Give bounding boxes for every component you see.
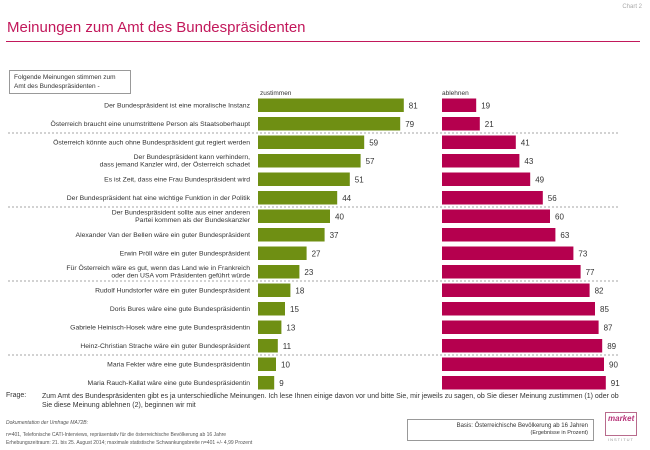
- agree-value-label: 23: [304, 268, 313, 277]
- logo-frame: [605, 412, 637, 436]
- disagree-bar: [442, 228, 556, 242]
- agree-bar: [258, 320, 282, 334]
- agree-bar: [258, 154, 361, 168]
- logo-word: market: [608, 414, 635, 423]
- disagree-value-label: 60: [555, 212, 564, 221]
- category-label: Für Österreich wäre es gut, wenn das Lan…: [66, 264, 250, 279]
- disagree-bar: [442, 357, 604, 371]
- agree-bar: [258, 228, 325, 242]
- disagree-bar: [442, 302, 595, 316]
- agree-bar: [258, 339, 278, 353]
- category-label: Der Bundespräsident sollte aus einer and…: [112, 210, 251, 224]
- agree-value-label: 44: [342, 194, 351, 203]
- disagree-bar: [442, 172, 531, 186]
- market-logo: market INSTITUT: [605, 412, 637, 446]
- base-subline: (Ergebnisse in Prozent): [530, 430, 588, 436]
- disagree-value-label: 90: [609, 360, 618, 369]
- disagree-value-label: 41: [521, 138, 530, 147]
- disagree-value-label: 19: [481, 101, 490, 110]
- agree-value-label: 59: [369, 138, 378, 147]
- question-label: Frage:: [6, 392, 27, 399]
- base-line: Basis: Österreichische Bevölkerung ab 16…: [456, 423, 588, 429]
- documentation-title: Dokumentation der Umfrage MA72B:: [6, 420, 88, 426]
- disagree-value-label: 56: [548, 194, 557, 203]
- disagree-value-label: 49: [535, 175, 544, 184]
- agree-value-label: 79: [405, 120, 414, 129]
- category-label: Rudolf Hundstorfer wäre ein guter Bundes…: [95, 288, 250, 295]
- disagree-value-label: 91: [611, 379, 620, 388]
- disagree-bar: [442, 117, 480, 131]
- question-text: Zum Amt des Bundespräsidenten gibt es ja…: [42, 393, 619, 409]
- disagree-bar: [442, 135, 516, 149]
- agree-value-label: 10: [281, 360, 290, 369]
- agree-value-label: 9: [279, 379, 284, 388]
- disagree-bar: [442, 246, 574, 260]
- agree-value-label: 40: [335, 212, 344, 221]
- intro-box: Folgende Meinungen stimmen zum Amt des B…: [9, 70, 131, 94]
- category-label: Alexander Van der Bellen wäre ein guter …: [76, 232, 251, 239]
- bar-chart: Der Bundespräsident ist eine moralische …: [8, 98, 620, 390]
- agree-bar: [258, 265, 300, 279]
- category-label: Doris Bures wäre eine gute Bundespräside…: [110, 306, 250, 313]
- disagree-bar: [442, 283, 590, 297]
- agree-bar: [258, 246, 307, 260]
- disagree-bar: [442, 376, 606, 390]
- disagree-bar: [442, 339, 603, 353]
- disagree-value-label: 77: [586, 268, 595, 277]
- disagree-bar: [442, 265, 581, 279]
- agree-value-label: 18: [295, 286, 304, 295]
- category-label: Der Bundespräsident ist eine moralische …: [104, 103, 250, 110]
- agree-bar: [258, 117, 401, 131]
- agree-bar: [258, 283, 291, 297]
- chart-title: Meinungen zum Amt des Bundespräsidenten: [7, 19, 306, 36]
- category-label: Der Bundespräsident kann verhindern, dass…: [100, 154, 250, 168]
- documentation-line: n=401, Telefonische CATI-Interviews, rep…: [6, 432, 227, 438]
- disagree-bar: [442, 98, 477, 112]
- category-label: Der Bundespräsident hat eine wichtige Fu…: [67, 195, 251, 202]
- category-label: Maria Rauch-Kallat wäre eine gute Bundes…: [88, 380, 251, 387]
- agree-value-label: 27: [312, 249, 321, 258]
- agree-value-label: 15: [290, 305, 299, 314]
- agree-bar: [258, 376, 275, 390]
- category-label: Maria Fekter wäre eine gute Bundespräsid…: [107, 362, 250, 369]
- disagree-bar: [442, 320, 599, 334]
- legend-disagree: ablehnen: [442, 90, 469, 97]
- disagree-value-label: 73: [578, 249, 587, 258]
- disagree-bar: [442, 154, 520, 168]
- disagree-value-label: 82: [595, 286, 604, 295]
- agree-bar: [258, 135, 365, 149]
- agree-bar: [258, 209, 330, 223]
- agree-value-label: 57: [366, 157, 375, 166]
- agree-bar: [258, 191, 338, 205]
- logo-subtitle: INSTITUT: [608, 437, 634, 442]
- category-label: Österreich könnte auch ohne Bundespräsid…: [53, 139, 250, 147]
- agree-bar: [258, 98, 404, 112]
- agree-bar: [258, 357, 276, 371]
- agree-value-label: 81: [409, 101, 418, 110]
- category-label: Heinz-Christian Strache wäre ein guter B…: [80, 343, 250, 350]
- agree-value-label: 51: [355, 175, 364, 184]
- chart-tag: Chart 2: [622, 4, 642, 10]
- agree-value-label: 11: [283, 342, 292, 351]
- disagree-bar: [442, 191, 543, 205]
- disagree-value-label: 87: [604, 323, 613, 332]
- disagree-value-label: 63: [560, 231, 569, 240]
- disagree-value-label: 43: [524, 157, 533, 166]
- category-label: Österreich braucht eine unumstrittene Pe…: [51, 120, 251, 128]
- disagree-value-label: 89: [607, 342, 616, 351]
- legend-agree: zustimmen: [260, 90, 292, 97]
- agree-value-label: 13: [286, 323, 295, 332]
- category-label: Es ist Zeit, dass eine Frau Bundespräsid…: [104, 177, 250, 184]
- category-label: Gabriele Heinisch-Hosek wäre eine gute B…: [70, 325, 250, 332]
- disagree-value-label: 21: [485, 120, 494, 129]
- title-rule: [6, 41, 640, 42]
- agree-bar: [258, 172, 350, 186]
- agree-bar: [258, 302, 285, 316]
- agree-value-label: 37: [330, 231, 339, 240]
- documentation-line: Erhebungszeitraum: 21. bis 25. August 20…: [6, 440, 253, 446]
- disagree-bar: [442, 209, 550, 223]
- disagree-value-label: 85: [600, 305, 609, 314]
- base-box: Basis: Österreichische Bevölkerung ab 16…: [407, 419, 594, 441]
- category-label: Erwin Pröll wäre ein guter Bundespräside…: [120, 251, 250, 258]
